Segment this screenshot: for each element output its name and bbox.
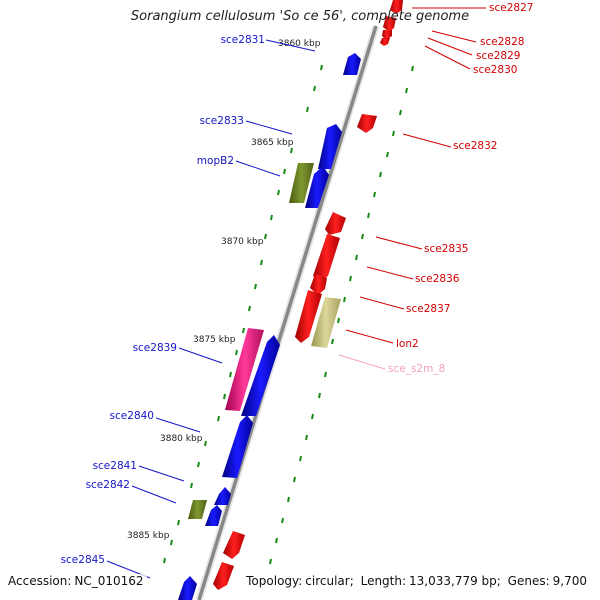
label-sce_s2m_8[interactable]: sce_s2m_8 bbox=[388, 363, 445, 375]
gene-sce2843[interactable] bbox=[223, 531, 245, 559]
gene-mopB2[interactable] bbox=[289, 163, 314, 203]
length-value: 13,033,779 bp; bbox=[409, 574, 501, 588]
gene-sce2834[interactable] bbox=[325, 212, 346, 235]
label-mopB2[interactable]: mopB2 bbox=[197, 155, 234, 167]
gene-features bbox=[178, 0, 403, 600]
gene-lon2[interactable] bbox=[311, 297, 341, 348]
genome-backbone-core bbox=[197, 25, 378, 600]
gene-sce2845[interactable] bbox=[178, 576, 197, 600]
scale-labels: 3860 kbp 3865 kbp 3870 kbp 3875 kbp 3880… bbox=[127, 39, 321, 541]
gene-mopB2-partner[interactable] bbox=[305, 166, 329, 208]
gene-sce2842-partner[interactable] bbox=[205, 505, 222, 526]
label-sce2833[interactable]: sce2833 bbox=[200, 115, 244, 127]
leader-line-sce_s2m_8 bbox=[338, 354, 386, 370]
scale-label-3860: 3860 kbp bbox=[278, 39, 321, 49]
gene-sce2831[interactable] bbox=[343, 53, 361, 75]
gene-sce2842[interactable] bbox=[188, 500, 207, 519]
gene-sce2840[interactable] bbox=[222, 415, 253, 478]
gene-sce2835[interactable] bbox=[313, 234, 340, 282]
gene-sce2839-magenta[interactable] bbox=[225, 328, 264, 411]
label-sce2830[interactable]: sce2830 bbox=[473, 64, 517, 76]
tick-marks bbox=[163, 64, 414, 585]
footer-stats: Topology: circular; Length: 13,033,779 bp;… bbox=[246, 574, 590, 588]
gene-sce2839[interactable] bbox=[241, 335, 280, 416]
gene-labels-left: sce2831 sce2833 mopB2 sce2839 sce2840 sc… bbox=[61, 34, 265, 566]
scale-label-3880: 3880 kbp bbox=[160, 434, 203, 444]
gene-sce2827[interactable] bbox=[390, 0, 403, 14]
gene-sce2828[interactable] bbox=[383, 16, 396, 32]
label-sce2827[interactable]: sce2827 bbox=[489, 2, 533, 14]
gene-sce2844[interactable] bbox=[213, 562, 234, 590]
gene-sce2830[interactable] bbox=[380, 38, 390, 46]
label-sce2842[interactable]: sce2842 bbox=[86, 479, 130, 491]
label-sce2832[interactable]: sce2832 bbox=[453, 140, 497, 152]
label-sce2841[interactable]: sce2841 bbox=[93, 460, 137, 472]
topology-label: Topology: bbox=[246, 574, 303, 588]
label-lon2[interactable]: lon2 bbox=[396, 338, 419, 350]
scale-label-3875: 3875 kbp bbox=[193, 335, 236, 345]
gene-sce2837[interactable] bbox=[295, 290, 322, 343]
leader-lines-left bbox=[106, 39, 316, 579]
accession-label: Accession: bbox=[8, 574, 72, 588]
scale-label-3885: 3885 kbp bbox=[127, 531, 170, 541]
gene-sce2832[interactable] bbox=[357, 114, 377, 133]
genes-value: 9,700 bbox=[552, 574, 587, 588]
accession-value: NC_010162 bbox=[74, 574, 144, 588]
label-sce2835[interactable]: sce2835 bbox=[424, 243, 468, 255]
gene-sce2841[interactable] bbox=[214, 487, 231, 505]
gene-sce2836[interactable] bbox=[310, 274, 327, 295]
map-title: Sorangium cellulosum 'So ce 56', complet… bbox=[130, 9, 470, 24]
label-sce2831[interactable]: sce2831 bbox=[221, 34, 265, 46]
label-sce2839[interactable]: sce2839 bbox=[133, 342, 177, 354]
gene-sce2829[interactable] bbox=[382, 30, 392, 40]
label-sce2828[interactable]: sce2828 bbox=[480, 36, 524, 48]
scale-label-3870: 3870 kbp bbox=[221, 237, 264, 247]
gene-sce2833[interactable] bbox=[318, 124, 342, 169]
topology-value: circular; bbox=[305, 574, 354, 588]
footer-accession: Accession: NC_010162 bbox=[8, 574, 147, 588]
length-label: Length: bbox=[360, 574, 407, 588]
label-sce2829[interactable]: sce2829 bbox=[476, 50, 520, 62]
label-sce2836[interactable]: sce2836 bbox=[415, 273, 460, 285]
label-sce2837[interactable]: sce2837 bbox=[406, 303, 450, 315]
label-sce2840[interactable]: sce2840 bbox=[110, 410, 154, 422]
genes-label: Genes: bbox=[507, 574, 550, 588]
leader-lines-right bbox=[345, 7, 486, 344]
gene-labels-right: sce2827 sce2828 sce2829 sce2830 sce2832 … bbox=[388, 2, 533, 375]
scale-label-3865: 3865 kbp bbox=[251, 138, 294, 148]
label-sce2845[interactable]: sce2845 bbox=[61, 554, 105, 566]
